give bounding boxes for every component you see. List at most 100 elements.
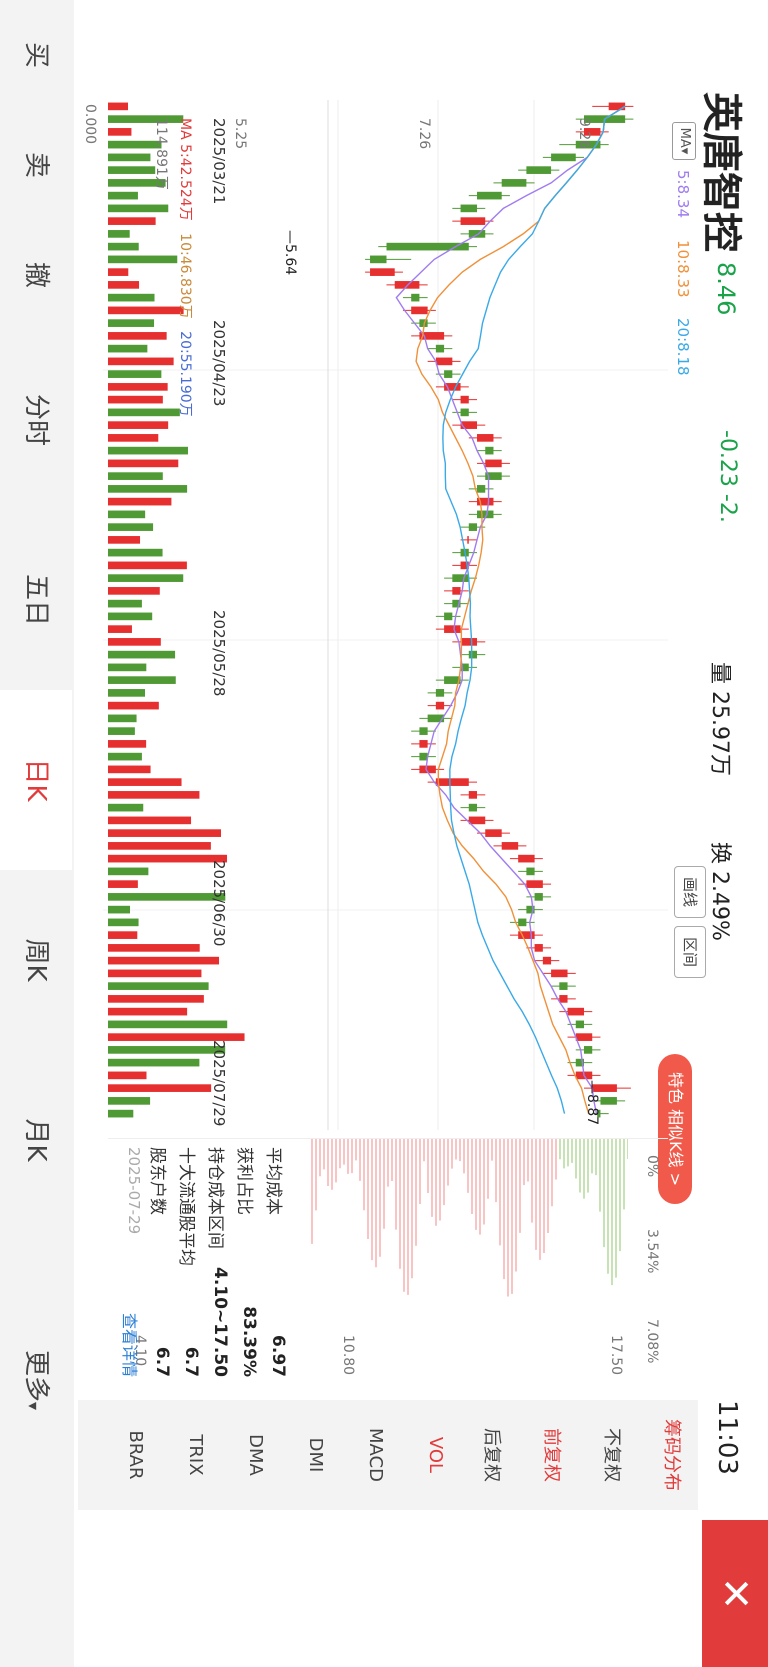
candle <box>542 956 552 965</box>
draw-line-button[interactable]: 画线 <box>674 866 706 918</box>
volume-bar <box>108 255 178 264</box>
menu-chip-distribution[interactable]: 筹码分布 <box>661 1419 682 1491</box>
candle <box>468 803 478 812</box>
volume-bar <box>108 599 142 608</box>
tab-sell[interactable]: 卖 <box>21 151 51 178</box>
avg-cost-value: 6.97 <box>268 1335 288 1377</box>
tab-more[interactable]: 更多▾ <box>21 1349 51 1411</box>
side-menu: 筹码分布 不复权 前复权 后复权 VOL MACD DMI DMA TRIX B… <box>78 1400 698 1510</box>
volume-bar <box>107 816 192 825</box>
range-button[interactable]: 区间 <box>674 926 706 978</box>
candle <box>419 740 428 748</box>
volume-bar <box>107 612 153 621</box>
candle <box>460 421 478 429</box>
candle <box>518 854 535 863</box>
ma-selector[interactable]: MA▾ <box>672 122 696 160</box>
candle <box>485 459 502 468</box>
menu-no-adjust[interactable]: 不复权 <box>601 1428 622 1482</box>
chip-price-high: 17.50 <box>608 1335 624 1376</box>
price-axis-mid: 7.26 <box>416 118 432 150</box>
candle <box>460 395 469 404</box>
volume-bar <box>108 791 200 799</box>
volume-bar <box>108 485 188 493</box>
menu-macd[interactable]: MACD <box>365 1428 386 1482</box>
holders-label[interactable]: 股东户数 <box>147 1147 167 1215</box>
tab-intraday[interactable]: 分时 <box>21 393 51 446</box>
tab-daily-k[interactable]: 日K <box>0 690 72 870</box>
volume-bar <box>108 625 132 633</box>
tab-cancel[interactable]: 撤 <box>21 261 51 288</box>
volume-bar <box>108 191 138 200</box>
volume-bar <box>108 1046 226 1054</box>
chip-price-mid: 10.80 <box>340 1335 356 1376</box>
volume-bar <box>107 944 200 952</box>
volume-bar <box>108 472 163 480</box>
candle <box>551 969 568 978</box>
candle <box>467 536 469 544</box>
candle <box>534 944 543 952</box>
candle <box>501 179 527 187</box>
menu-trix[interactable]: TRIX <box>185 1434 206 1476</box>
candle <box>452 587 461 595</box>
menu-brar[interactable]: BRAR <box>125 1430 146 1480</box>
candle <box>411 306 428 315</box>
volume-bar <box>108 383 168 391</box>
candle <box>468 816 486 825</box>
volume-bar <box>108 523 154 531</box>
candle <box>534 893 543 901</box>
candle <box>468 791 478 799</box>
candle <box>597 1109 601 1118</box>
volume-bar <box>107 153 151 162</box>
tab-five-day[interactable]: 五日 <box>21 573 51 626</box>
volume-bar <box>107 574 184 582</box>
volume-bar <box>108 1109 134 1118</box>
view-detail-link[interactable]: 查看详情 <box>120 1312 139 1377</box>
close-button[interactable]: ✕ <box>702 1520 768 1667</box>
candle <box>419 727 428 735</box>
volume-bar <box>107 459 179 468</box>
volume-bar <box>108 778 182 786</box>
volume-bar <box>108 166 156 174</box>
top10-label[interactable]: 十大流通股平均 <box>176 1147 196 1266</box>
ma20-value: 20:8.18 <box>674 318 692 376</box>
candle <box>477 191 502 200</box>
volume-bar <box>108 867 149 876</box>
menu-backward-adjust[interactable]: 后复权 <box>481 1428 502 1482</box>
tab-weekly-k[interactable]: 周K <box>21 938 51 982</box>
tab-monthly-k[interactable]: 月K <box>21 1118 51 1162</box>
menu-dmi[interactable]: DMI <box>305 1437 326 1473</box>
bottom-tab-bar: 买 卖 撤 分时 五日 日K 周K 月K 更多▾ <box>0 0 74 1667</box>
volume-zero: 0.000 <box>82 104 98 145</box>
menu-dma[interactable]: DMA <box>245 1434 266 1476</box>
volume-bar <box>108 982 209 990</box>
menu-vol[interactable]: VOL <box>425 1436 446 1474</box>
tab-buy[interactable]: 买 <box>21 41 51 68</box>
candle <box>444 625 461 633</box>
candle <box>526 166 552 174</box>
volume-bar <box>107 434 159 442</box>
candle <box>444 370 453 378</box>
volume-bar <box>107 140 162 149</box>
volume-bar <box>107 854 228 863</box>
candle <box>485 446 494 455</box>
volume-bar <box>108 829 222 837</box>
volume-bar <box>107 230 130 238</box>
candle <box>477 434 494 442</box>
volume-bar <box>108 842 211 850</box>
ma20-line <box>442 105 626 1114</box>
range-label: 持仓成本区间 <box>205 1147 225 1249</box>
candle <box>419 765 436 774</box>
range-value: 4.10~17.50 <box>210 1267 230 1377</box>
date-5: 2025/07/29 <box>210 1040 228 1127</box>
menu-forward-adjust[interactable]: 前复权 <box>541 1428 562 1482</box>
holders-value: 6.7 <box>152 1346 172 1377</box>
volume-bar <box>107 1097 151 1105</box>
kline-chart[interactable] <box>103 100 668 1130</box>
candle <box>435 701 445 710</box>
candles <box>365 102 634 1118</box>
vol-ma20: 20:55.190万 <box>177 331 193 417</box>
volume-bar <box>108 102 128 111</box>
candle <box>444 612 453 621</box>
volume-bar <box>108 676 176 684</box>
candle <box>592 1084 617 1092</box>
